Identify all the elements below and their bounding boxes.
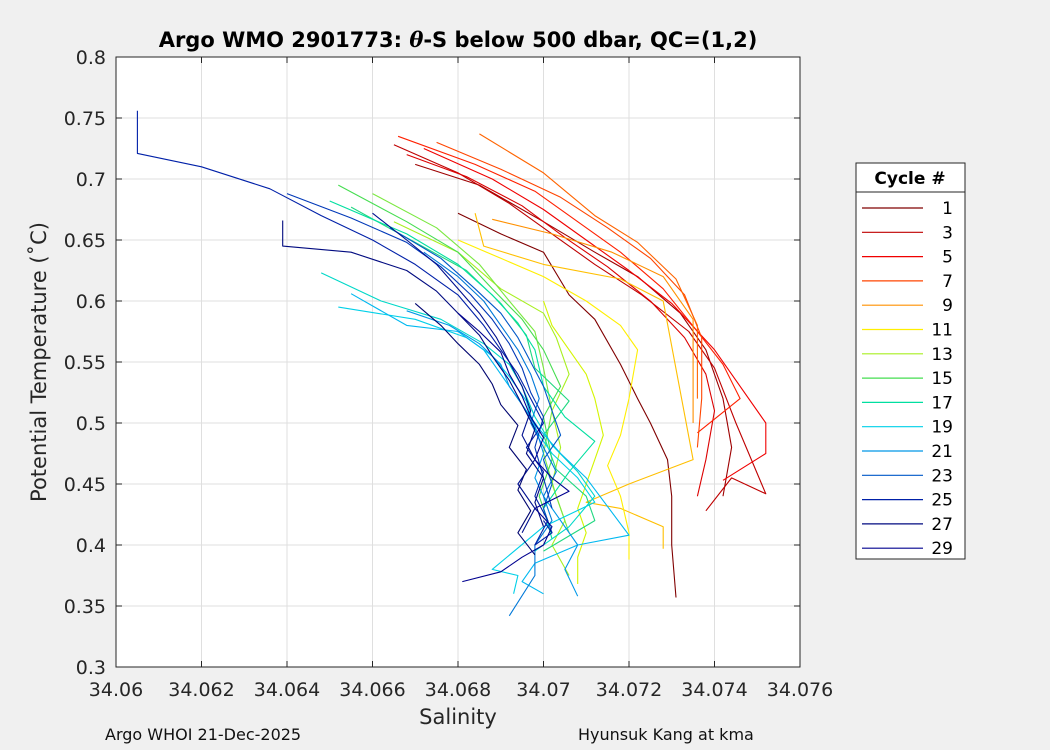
y-tick-label: 0.8: [76, 47, 106, 69]
footer-right-text: Hyunsuk Kang at kma: [578, 725, 754, 744]
x-tick-label: 34.064: [254, 679, 320, 701]
y-tick-label: 0.35: [64, 596, 106, 618]
series-line-cycle-8: [479, 133, 698, 399]
series-line-cycle-22: [423, 251, 557, 617]
series-line-cycle-5: [423, 147, 767, 481]
legend-label: 19: [931, 418, 953, 438]
series-line-cycle-6: [397, 135, 741, 434]
series-line-cycle-12: [542, 300, 604, 584]
y-tick-label: 0.75: [64, 108, 106, 130]
x-tick-label: 34.06: [89, 679, 143, 701]
series-line-cycle-29: [457, 312, 570, 583]
y-tick-label: 0.55: [64, 352, 106, 374]
x-tick-label: 34.072: [596, 679, 662, 701]
y-tick-label: 0.3: [76, 657, 106, 679]
legend-box: [855, 162, 966, 560]
legend-label: 21: [931, 442, 953, 462]
series-line-cycle-4: [406, 154, 716, 497]
legend-label: 27: [931, 515, 953, 535]
series-line-cycle-24: [286, 193, 553, 509]
legend-label: 23: [931, 466, 953, 486]
legend-label: 7: [942, 272, 953, 292]
series-line-cycle-28: [414, 302, 536, 556]
series-line-cycle-27: [282, 220, 545, 527]
y-tick-label: 0.45: [64, 474, 106, 496]
x-axis-label: Salinity: [419, 705, 497, 729]
title-theta: θ: [409, 27, 423, 52]
ticks: 34.06 34.062 34.064 34.066 34.068 34.07 34.072…: [64, 47, 834, 701]
series-line-cycle-1: [457, 212, 677, 598]
series-line-cycle-7: [436, 141, 703, 448]
series-line-cycle-26: [372, 212, 536, 534]
x-tick-label: 34.076: [767, 679, 833, 701]
legend-label: 17: [931, 393, 953, 413]
x-tick-label: 34.074: [681, 679, 747, 701]
y-tick-label: 0.6: [76, 291, 106, 313]
series-line-cycle-10: [474, 213, 694, 549]
series-line-cycle-20: [350, 293, 630, 595]
x-tick-label: 34.068: [425, 679, 491, 701]
legend-label: 11: [931, 321, 953, 341]
y-tick-label: 0.7: [76, 169, 106, 191]
y-tick-label: 0.4: [76, 535, 106, 557]
series-line-cycle-9: [492, 218, 694, 423]
legend-label: 15: [931, 369, 953, 389]
y-axis-label: Potential Temperature (˚C): [27, 222, 51, 502]
series-line-cycle-23: [389, 227, 562, 533]
x-tick-label: 34.066: [339, 679, 405, 701]
series-line-cycle-11: [457, 239, 639, 560]
title-prefix: Argo WMO 2901773:: [159, 28, 410, 52]
series-line-cycle-17: [329, 200, 596, 540]
legend-label: 3: [942, 223, 953, 243]
y-tick-label: 0.5: [76, 413, 106, 435]
title-suffix: -S below 500 dbar, QC=(1,2): [423, 28, 757, 52]
series-line-cycle-2: [415, 163, 733, 497]
x-tick-label: 34.062: [168, 679, 234, 701]
legend-label: 25: [931, 491, 953, 511]
legend-title: Cycle #: [874, 169, 945, 189]
series-line-cycle-16: [350, 206, 596, 552]
legend-label: 29: [931, 539, 953, 559]
legend-label: 5: [942, 248, 953, 268]
legend-label: 13: [931, 345, 953, 365]
x-tick-label: 34.07: [516, 679, 570, 701]
y-tick-label: 0.65: [64, 230, 106, 252]
series-layer: [136, 110, 767, 617]
legend-label: 9: [942, 296, 953, 316]
footer-left-text: Argo WHOI 21-Dec-2025: [105, 725, 302, 744]
legend-label: 1: [942, 199, 953, 219]
chart-title: Argo WMO 2901773: θ-S below 500 dbar, QC…: [159, 27, 758, 52]
